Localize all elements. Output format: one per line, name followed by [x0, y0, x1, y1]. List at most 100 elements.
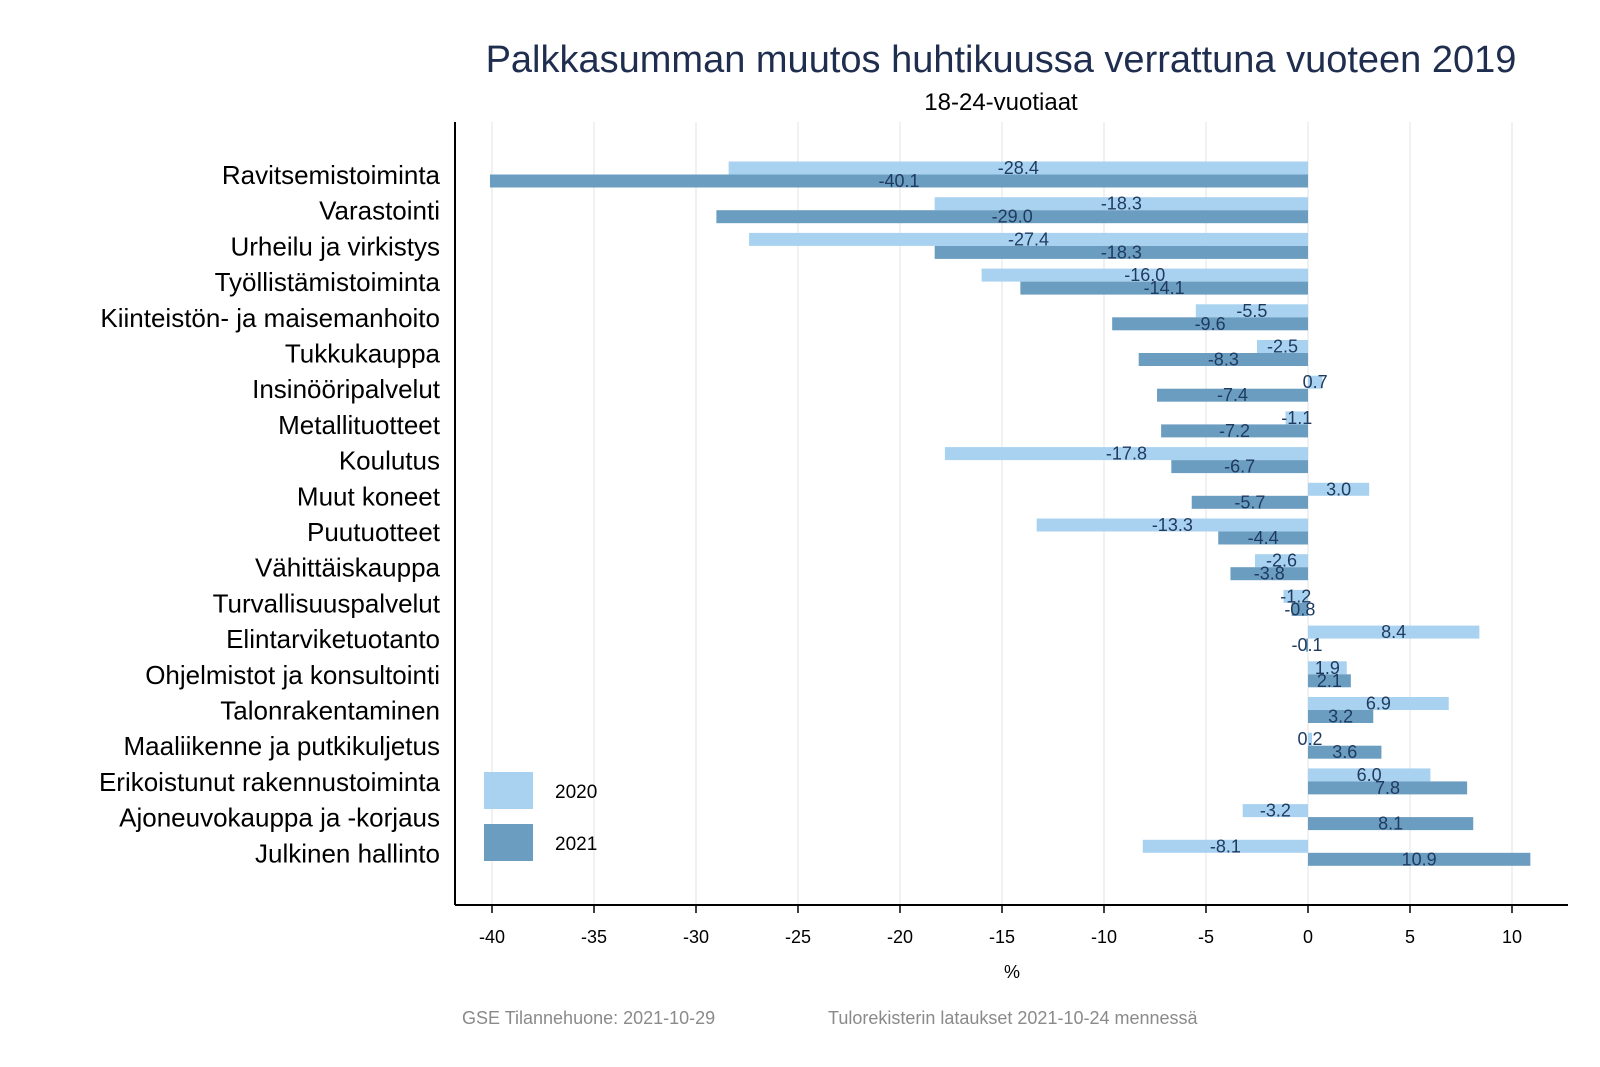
category-label: Tukkukauppa — [285, 339, 441, 369]
category-label: Puutuotteet — [307, 517, 441, 547]
bar-2021 — [1218, 531, 1308, 545]
x-axis-title: % — [1004, 962, 1020, 982]
category-label: Varastointi — [319, 196, 440, 226]
data-label-2021: -0.1 — [1291, 635, 1322, 655]
bar-2020 — [981, 268, 1308, 282]
bar-2021 — [716, 210, 1308, 224]
bar-2020 — [1142, 839, 1308, 853]
bar-2020 — [1283, 589, 1308, 603]
chart-subtitle: 18-24-vuotiaat — [924, 89, 1078, 116]
x-tick-label: -40 — [479, 927, 505, 947]
chart-title: Palkkasumman muutos huhtikuussa verrattu… — [486, 39, 1517, 81]
legend-swatch-2021 — [484, 824, 533, 861]
legend-swatch-2020 — [484, 772, 533, 809]
category-label: Erikoistunut rakennustoiminta — [99, 767, 441, 797]
bar-2020 — [1308, 661, 1347, 675]
bar-2020 — [1308, 625, 1480, 639]
bar-2021 — [1305, 638, 1308, 652]
data-label-2021: -0.8 — [1284, 599, 1315, 619]
category-label: Kiinteistön- ja maisemanhoito — [100, 303, 440, 333]
data-label-2020: -17.8 — [1106, 444, 1147, 464]
data-label-2020: 1.9 — [1315, 658, 1340, 678]
data-label-2020: 8.4 — [1381, 622, 1406, 642]
category-label: Ajoneuvokauppa ja -korjaus — [119, 803, 440, 833]
x-tick-label: -15 — [989, 927, 1015, 947]
x-tick-label: -20 — [887, 927, 913, 947]
data-label-2020: -2.6 — [1266, 551, 1297, 571]
bar-2021 — [1291, 602, 1308, 616]
data-label-2021: -5.7 — [1234, 492, 1265, 512]
bar-2021 — [1138, 353, 1308, 366]
bar-2021 — [1112, 317, 1308, 331]
x-tick-label: 10 — [1502, 927, 1522, 947]
data-label-2021: -40.1 — [878, 171, 919, 191]
category-labels: Ravitsemistoiminta Varastointi Urheilu ja … — [99, 160, 441, 868]
data-label-2020: 6.9 — [1366, 694, 1391, 714]
bar-2020 — [944, 447, 1308, 461]
x-tick-label: 0 — [1303, 927, 1313, 947]
data-label-2020: -16.0 — [1124, 265, 1165, 285]
bar-2020 — [728, 161, 1308, 175]
bar-2020 — [1308, 697, 1449, 710]
legend: 2020 2021 — [484, 772, 597, 861]
data-label-2021: 8.1 — [1378, 814, 1403, 834]
data-label-2021: -4.4 — [1248, 528, 1279, 548]
category-label: Vähittäiskauppa — [255, 553, 441, 583]
category-label: Urheilu ja virkistys — [231, 231, 441, 261]
data-label-2021: -29.0 — [992, 207, 1033, 227]
bar-2021 — [1308, 852, 1531, 866]
bar-2021 — [1308, 781, 1468, 795]
footer-source: GSE Tilannehuone: 2021-10-29 — [462, 1008, 715, 1028]
bar-2020 — [1308, 768, 1431, 782]
data-label-2021: 3.6 — [1332, 742, 1357, 762]
data-label-2020: 0.2 — [1298, 729, 1323, 749]
data-label-2020: -13.3 — [1152, 515, 1193, 535]
bar-2021 — [1171, 460, 1308, 474]
bar-2020 — [1257, 340, 1308, 353]
data-label-2021: 3.2 — [1328, 707, 1353, 727]
x-tick-label: -35 — [581, 927, 607, 947]
bar-2021 — [1020, 281, 1308, 295]
bar-2021 — [1191, 495, 1308, 509]
bars — [489, 161, 1531, 866]
bar-2021 — [1308, 817, 1474, 831]
bar-2020 — [1308, 482, 1370, 496]
data-label-2020: -28.4 — [998, 158, 1039, 178]
bar-2021 — [1308, 674, 1351, 688]
bar-2021 — [934, 245, 1308, 259]
category-label: Julkinen hallinto — [255, 838, 440, 868]
x-tick-label: -30 — [683, 927, 709, 947]
x-tick-label: -25 — [785, 927, 811, 947]
category-label: Maaliikenne ja putkikuljetus — [123, 731, 440, 761]
category-label: Elintarviketuotanto — [226, 624, 440, 654]
bar-2021 — [1308, 710, 1374, 723]
data-label-2021: 7.8 — [1375, 778, 1400, 798]
data-label-2020: -18.3 — [1101, 194, 1142, 214]
bar-2020 — [1036, 518, 1308, 532]
data-label-2021: -7.2 — [1219, 421, 1250, 441]
data-label-2021: -3.8 — [1254, 564, 1285, 584]
data-label-2021: 10.9 — [1402, 849, 1437, 869]
data-label-2021: -8.3 — [1208, 350, 1239, 370]
data-label-2021: -18.3 — [1101, 242, 1142, 262]
x-tick-label: -10 — [1091, 927, 1117, 947]
data-label-2021: -9.6 — [1195, 314, 1226, 334]
footer-note: Tulorekisterin lataukset 2021-10-24 menn… — [828, 1008, 1199, 1028]
bar-2020 — [934, 197, 1308, 211]
bar-2021 — [1161, 424, 1308, 438]
data-label-2020: -2.5 — [1267, 337, 1298, 357]
data-label-2020: 6.0 — [1357, 765, 1382, 785]
category-label: Turvallisuuspalvelut — [213, 588, 441, 618]
data-label-2021: -6.7 — [1224, 457, 1255, 477]
bar-2021 — [1157, 388, 1308, 402]
bar-2020 — [1254, 554, 1308, 568]
category-label: Talonrakentaminen — [220, 696, 440, 726]
data-label-2021: -7.4 — [1217, 385, 1248, 405]
data-label-2020: -1.1 — [1281, 408, 1312, 428]
data-label-2020: -3.2 — [1260, 801, 1291, 821]
data-label-2021: -14.1 — [1144, 278, 1185, 298]
data-label-2020: 3.0 — [1326, 479, 1351, 499]
category-label: Koulutus — [339, 446, 440, 476]
data-label-2020: -27.4 — [1008, 229, 1049, 249]
